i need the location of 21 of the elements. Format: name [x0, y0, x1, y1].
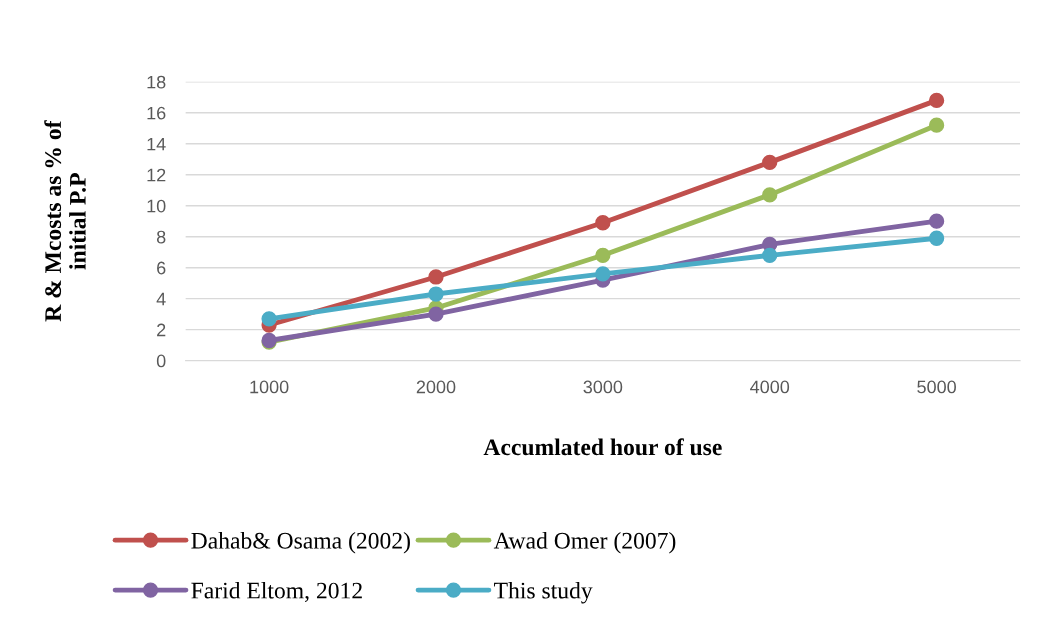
- legend-label: Farid Eltom, 2012: [191, 581, 362, 602]
- y-axis-title: R & Mcosts as % of initial P.P: [44, 120, 86, 322]
- legend-label: Awad Omer (2007): [493, 532, 676, 554]
- x-tick-label: 2000: [416, 380, 456, 394]
- y-tick-label: 18: [147, 75, 166, 89]
- x-tick-label: 1000: [250, 380, 289, 394]
- y-tick-label: 8: [156, 230, 166, 244]
- y-tick-label: 14: [147, 137, 166, 151]
- y-tick-label: 10: [147, 199, 166, 213]
- x-tick-label: 3000: [583, 380, 623, 394]
- x-axis-title: Accumlated hour of use: [483, 438, 722, 456]
- x-tick-label: 5000: [917, 380, 956, 394]
- y-tick-label: 0: [156, 354, 166, 368]
- y-tick-label: 4: [156, 292, 166, 306]
- y-tick-label: 16: [147, 106, 166, 120]
- y-tick-label: 12: [147, 168, 166, 182]
- legend-label: This study: [494, 581, 593, 604]
- legend-label: Dahab& Osama (2002): [191, 532, 410, 554]
- x-tick-label: 4000: [750, 380, 790, 394]
- y-tick-label: 2: [157, 323, 166, 337]
- y-tick-label: 6: [157, 261, 166, 275]
